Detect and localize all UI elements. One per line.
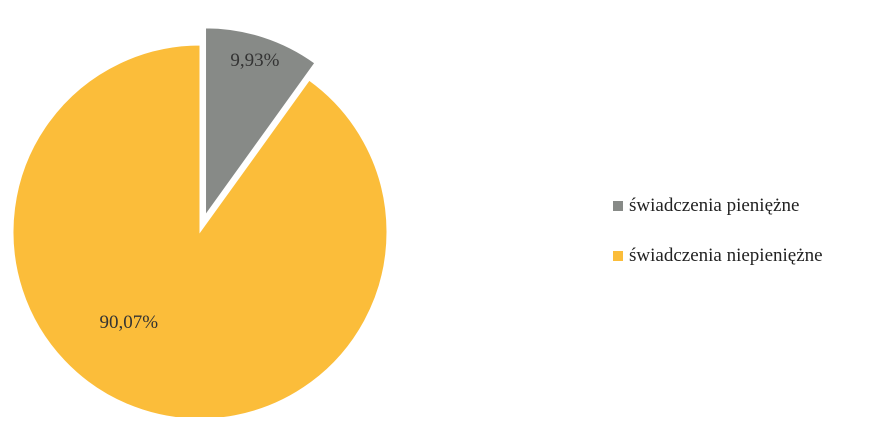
pie-slice-cash — [205, 27, 316, 217]
pie-label-cash: 9,93% — [230, 50, 279, 71]
legend-swatch-noncash — [613, 251, 623, 261]
legend-label-cash: świadczenia pieniężne — [629, 195, 800, 216]
legend-label-noncash: świadczenia niepieniężne — [629, 245, 823, 266]
pie-label-noncash: 90,07% — [99, 312, 158, 333]
legend-item-cash: świadczenia pieniężne — [613, 193, 823, 219]
legend-item-noncash: świadczenia niepieniężne — [613, 243, 823, 269]
pie-slice-noncash — [12, 44, 388, 420]
legend-swatch-cash — [613, 201, 623, 211]
legend: świadczenia pieniężne świadczenia niepie… — [613, 193, 823, 269]
